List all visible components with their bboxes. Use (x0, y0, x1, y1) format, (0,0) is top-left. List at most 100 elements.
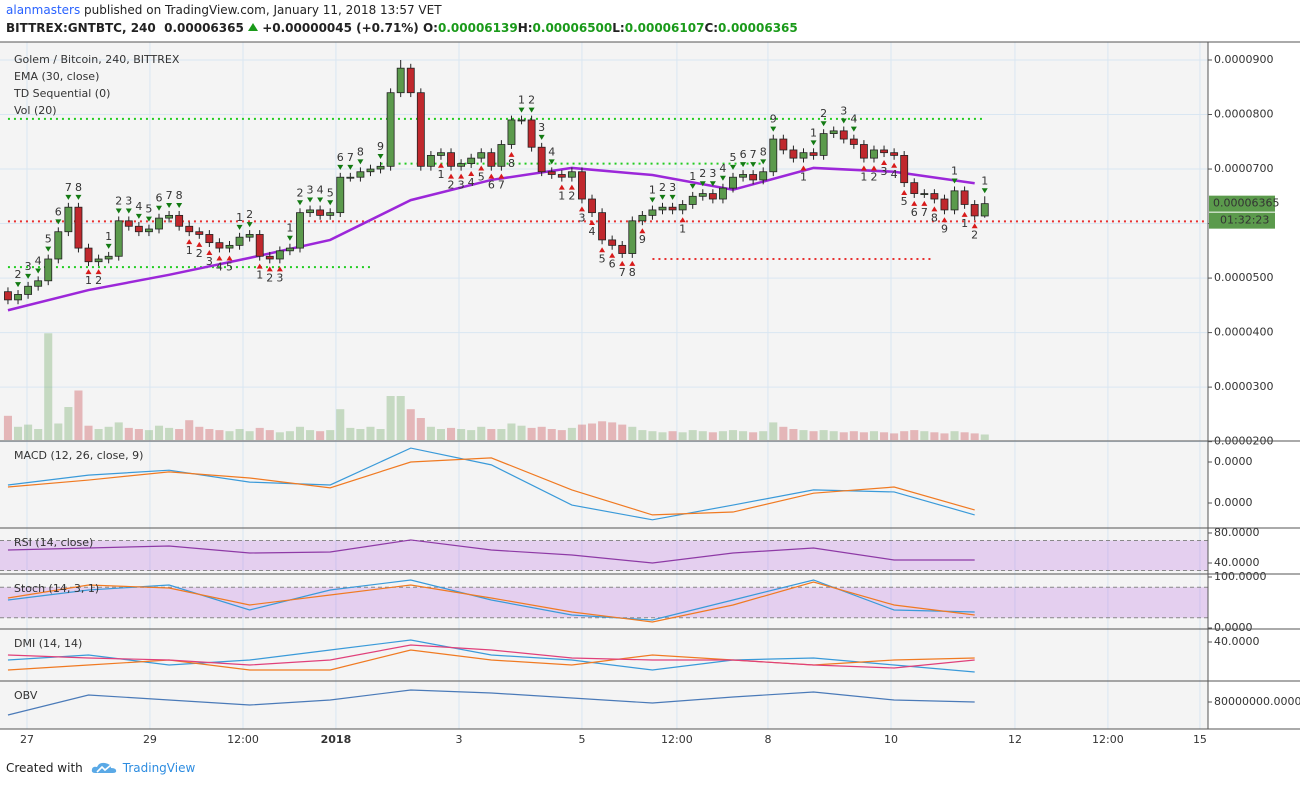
candle-body (678, 204, 687, 211)
volume-bar (447, 427, 456, 440)
candle-body (356, 171, 365, 178)
td-arrow (629, 260, 636, 266)
symbol: BITTREX:GNTBTC, 240 (6, 21, 156, 35)
candle-body (24, 285, 33, 295)
td-label: 6 (911, 206, 918, 219)
y-tick-label: 0.0000700 (1214, 162, 1274, 175)
td-label: 2 (15, 268, 22, 281)
candle-body (175, 214, 184, 227)
td-label: 5 (145, 203, 152, 216)
volume-bar (759, 431, 768, 440)
y-tick-label: 100.0000 (1214, 570, 1267, 583)
td-arrow (558, 184, 565, 190)
candle-body (265, 255, 274, 260)
volume-bar (13, 426, 23, 440)
candle-body (437, 152, 445, 156)
td-label: 3 (669, 181, 676, 194)
td-label: 7 (347, 151, 354, 164)
td-label: 7 (65, 181, 72, 194)
td-label: 2 (971, 228, 978, 241)
td-arrow (276, 266, 283, 272)
td-arrow (961, 211, 968, 217)
volume-bar (34, 429, 43, 440)
candle-body (527, 119, 536, 148)
band (0, 540, 1208, 571)
td-arrow (95, 269, 102, 275)
td-label: 1 (256, 269, 263, 282)
td-label: 2 (296, 186, 303, 199)
volume-bar (416, 418, 425, 440)
td-label: 1 (981, 174, 988, 187)
td-label: 4 (216, 260, 223, 273)
td-label: 8 (176, 189, 183, 202)
volume-bar (295, 426, 305, 440)
td-label: 2 (699, 167, 706, 180)
x-tick-label: 2018 (321, 733, 352, 746)
candle-body (487, 152, 496, 167)
candle-body (145, 228, 153, 233)
td-arrow (719, 175, 726, 181)
volume-bar (980, 434, 989, 440)
td-arrow (256, 263, 263, 269)
td-arrow (186, 239, 193, 245)
brand[interactable]: TradingView (122, 761, 196, 775)
candle-body (819, 133, 828, 156)
volume-bar (900, 431, 909, 440)
td-label: 7 (921, 206, 928, 219)
x-tick-label: 12 (1008, 733, 1022, 746)
td-label: 8 (357, 145, 364, 158)
td-label: 2 (820, 107, 827, 120)
y-tick-label: 0.0000 (1214, 496, 1253, 509)
td-label: 2 (95, 274, 102, 287)
candle-body (557, 174, 566, 178)
volume-bar (678, 432, 687, 440)
td-arrow (478, 165, 485, 171)
header-quote: BITTREX:GNTBTC, 240 0.00006365 +0.000000… (6, 21, 798, 35)
td-arrow (357, 159, 364, 165)
volume-bar (225, 431, 234, 440)
td-label: 4 (135, 200, 142, 213)
td-arrow (246, 222, 253, 228)
candle-body (316, 209, 325, 216)
volume-bar (618, 424, 627, 440)
volume-bar (698, 431, 707, 440)
volume-bar (235, 429, 244, 440)
td-label: 9 (770, 113, 777, 126)
td-label: 1 (85, 274, 92, 287)
candle-body (275, 250, 284, 260)
volume-bar (718, 431, 727, 440)
td-arrow (458, 173, 465, 179)
td-arrow (377, 153, 384, 159)
volume-bar (215, 430, 224, 440)
ohlc-value: 0.00006500 (532, 21, 613, 35)
volume-bar (396, 396, 405, 440)
td-arrow (840, 118, 847, 124)
candle-body (4, 291, 12, 301)
header-line: alanmasters published on TradingView.com… (6, 3, 442, 17)
x-tick-label: 12:00 (227, 733, 259, 746)
volume-bar (527, 427, 536, 440)
y-tick-label: 0.0000800 (1214, 108, 1274, 121)
volume-bar (839, 432, 848, 440)
volume-bar (44, 333, 53, 440)
td-label: 1 (437, 168, 444, 181)
td-arrow (468, 170, 475, 176)
candle-body (547, 171, 556, 175)
volume-bar (306, 430, 315, 440)
td-label: 4 (891, 168, 898, 181)
candle-body (628, 220, 637, 254)
candle-body (255, 234, 264, 257)
volume-bar (587, 423, 597, 440)
td-arrow (437, 162, 444, 168)
ohlc-value: 0.00006139 (437, 21, 518, 35)
user[interactable]: alanmasters (6, 3, 81, 17)
plot-bg (0, 42, 1208, 729)
indicator-line (7, 639, 975, 673)
volume-bar (134, 429, 143, 440)
td-label: 2 (870, 170, 877, 183)
volume-bar (386, 396, 395, 440)
td-label: 2 (246, 208, 253, 221)
volume-bar (567, 427, 576, 440)
td-label: 8 (508, 157, 515, 170)
ohlc-key: L: (612, 21, 625, 35)
